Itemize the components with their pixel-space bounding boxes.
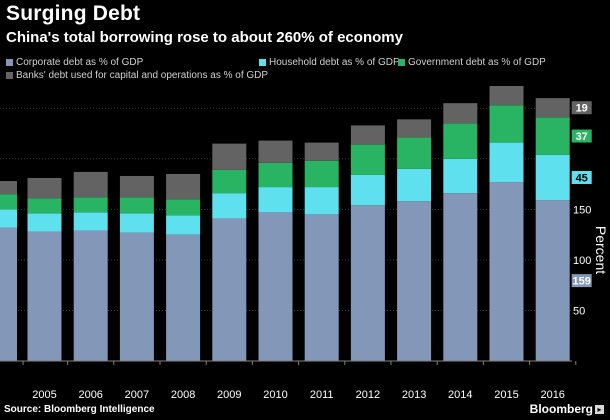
bar-2009-series-2	[212, 169, 247, 194]
bar-2015-series-2	[489, 105, 524, 143]
legend-swatch-banks	[6, 72, 13, 79]
bar-2016-series-0	[535, 200, 570, 361]
end-label-box-0	[571, 274, 592, 288]
end-label-3: 19	[576, 103, 588, 115]
bar-2007-series-2	[119, 197, 154, 214]
bar-2004-series-3	[0, 181, 17, 195]
legend-item-banks: Banks' debt used for capital and operati…	[6, 70, 268, 81]
bar-2006-series-3	[73, 171, 108, 198]
bar-2012-series-2	[350, 144, 385, 175]
bar-2010-series-1	[258, 187, 293, 213]
bar-2015-series-3	[489, 85, 524, 106]
bar-2004-series-2	[0, 194, 17, 210]
bar-2008-series-1	[166, 215, 201, 235]
bar-2013-series-3	[397, 119, 432, 138]
bar-2007-series-3	[119, 175, 154, 198]
bar-2016-series-2	[535, 117, 570, 155]
bar-2010-series-0	[258, 212, 293, 361]
bar-2011-series-3	[304, 142, 339, 161]
x-tick-label-2013: 2013	[402, 389, 426, 401]
y-axis-title: Percent	[593, 226, 609, 274]
bar-2012-series-1	[350, 174, 385, 206]
bar-2011-series-2	[304, 160, 339, 188]
bar-2005-series-3	[27, 177, 62, 199]
bar-2009-series-3	[212, 143, 247, 170]
bar-2015-series-0	[489, 182, 524, 361]
brand-icon: ▸	[595, 404, 604, 414]
bar-2013-series-2	[397, 137, 432, 169]
x-tick-label-2007: 2007	[125, 389, 149, 401]
legend-label-banks: Banks' debt used for capital and operati…	[16, 70, 269, 81]
bar-2016-series-1	[535, 154, 570, 201]
bar-2012-series-0	[350, 205, 385, 361]
bar-2007-series-0	[119, 232, 154, 361]
legend-item-household: Household debt as % of GDP	[259, 57, 400, 68]
end-label-0: 159	[573, 276, 591, 288]
x-tick-label-2008: 2008	[171, 389, 195, 401]
y-tick-label-100: 100	[573, 255, 591, 267]
bar-2014-series-1	[443, 158, 478, 194]
bar-2006-series-0	[73, 230, 108, 361]
bar-2012-series-3	[350, 125, 385, 145]
legend-item-government: Government debt as % of GDP	[398, 57, 546, 68]
bar-2007-series-1	[119, 213, 154, 233]
bar-2005-series-1	[27, 213, 62, 232]
bar-2014-series-3	[443, 103, 478, 124]
bar-2008-series-3	[166, 173, 201, 200]
legend-label-household: Household debt as % of GDP	[269, 57, 400, 68]
x-tick-label-2006: 2006	[78, 389, 102, 401]
legend-label-government: Government debt as % of GDP	[408, 57, 546, 68]
end-label-box-2	[571, 129, 592, 143]
end-label-1: 45	[576, 172, 588, 184]
x-tick-label-2005: 2005	[32, 389, 56, 401]
bar-2008-series-0	[166, 234, 201, 361]
bar-2008-series-2	[166, 199, 201, 216]
bar-2010-series-2	[258, 162, 293, 188]
bar-2011-series-0	[304, 214, 339, 361]
source-note: Source: Bloomberg Intelligence	[4, 404, 155, 415]
bar-2006-series-1	[73, 212, 108, 231]
bar-2013-series-1	[397, 168, 432, 202]
bar-2010-series-3	[258, 140, 293, 163]
x-tick-label-2009: 2009	[217, 389, 241, 401]
bar-2011-series-1	[304, 187, 339, 215]
bar-2013-series-0	[397, 201, 432, 361]
end-label-box-3	[571, 101, 592, 115]
chart-title: Surging Debt	[6, 2, 141, 25]
bar-2016-series-3	[535, 98, 570, 118]
x-tick-label-2016: 2016	[540, 389, 564, 401]
legend-swatch-government	[398, 59, 405, 66]
x-tick-label-2015: 2015	[494, 389, 518, 401]
legend-label-corporate: Corporate debt as % of GDP	[16, 57, 144, 68]
bar-2004-series-1	[0, 209, 17, 228]
bar-2014-series-2	[443, 123, 478, 159]
bar-2004-series-0	[0, 227, 17, 361]
brand-logo: Bloomberg ▸	[530, 402, 604, 416]
brand-name: Bloomberg	[529, 402, 593, 416]
bar-2009-series-0	[212, 218, 247, 361]
bar-2006-series-2	[73, 197, 108, 213]
bar-2014-series-0	[443, 193, 478, 361]
x-tick-label-2014: 2014	[448, 389, 472, 401]
x-tick-label-2012: 2012	[356, 389, 380, 401]
y-tick-label-150: 150	[573, 204, 591, 216]
end-label-box-1	[571, 170, 592, 184]
bar-2005-series-0	[27, 231, 62, 361]
x-tick-label-2010: 2010	[263, 389, 287, 401]
legend-item-corporate: Corporate debt as % of GDP	[6, 57, 143, 68]
x-tick-label-2011: 2011	[310, 389, 334, 401]
bar-2015-series-1	[489, 142, 524, 183]
y-tick-label-50: 50	[573, 305, 585, 317]
legend-swatch-household	[259, 59, 266, 66]
legend-swatch-corporate	[6, 59, 13, 66]
end-label-2: 37	[576, 131, 588, 143]
bar-2009-series-1	[212, 193, 247, 219]
bar-2005-series-2	[27, 198, 62, 214]
chart-subtitle: China's total borrowing rose to about 26…	[6, 29, 403, 46]
